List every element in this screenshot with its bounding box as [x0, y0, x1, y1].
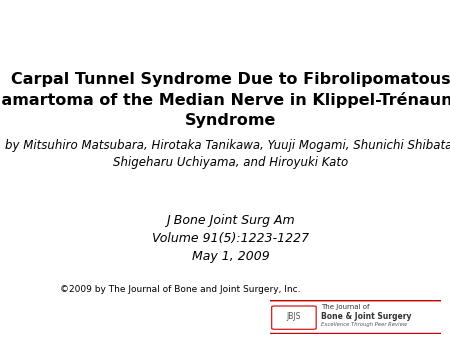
- Text: J Bone Joint Surg Am
Volume 91(5):1223-1227
May 1, 2009: J Bone Joint Surg Am Volume 91(5):1223-1…: [152, 214, 309, 263]
- Text: The Journal of: The Journal of: [321, 304, 370, 310]
- Text: by Mitsuhiro Matsubara, Hirotaka Tanikawa, Yuuji Mogami, Shunichi Shibata,
Shige: by Mitsuhiro Matsubara, Hirotaka Tanikaw…: [5, 139, 450, 169]
- FancyBboxPatch shape: [272, 306, 316, 329]
- Text: JBJS: JBJS: [287, 312, 301, 321]
- Text: Bone & Joint Surgery: Bone & Joint Surgery: [321, 312, 412, 320]
- Text: ©2009 by The Journal of Bone and Joint Surgery, Inc.: ©2009 by The Journal of Bone and Joint S…: [60, 285, 300, 294]
- Text: Carpal Tunnel Syndrome Due to Fibrolipomatous
Hamartoma of the Median Nerve in K: Carpal Tunnel Syndrome Due to Fibrolipom…: [0, 71, 450, 128]
- FancyBboxPatch shape: [263, 301, 446, 334]
- Text: Excellence Through Peer Review: Excellence Through Peer Review: [321, 323, 407, 327]
